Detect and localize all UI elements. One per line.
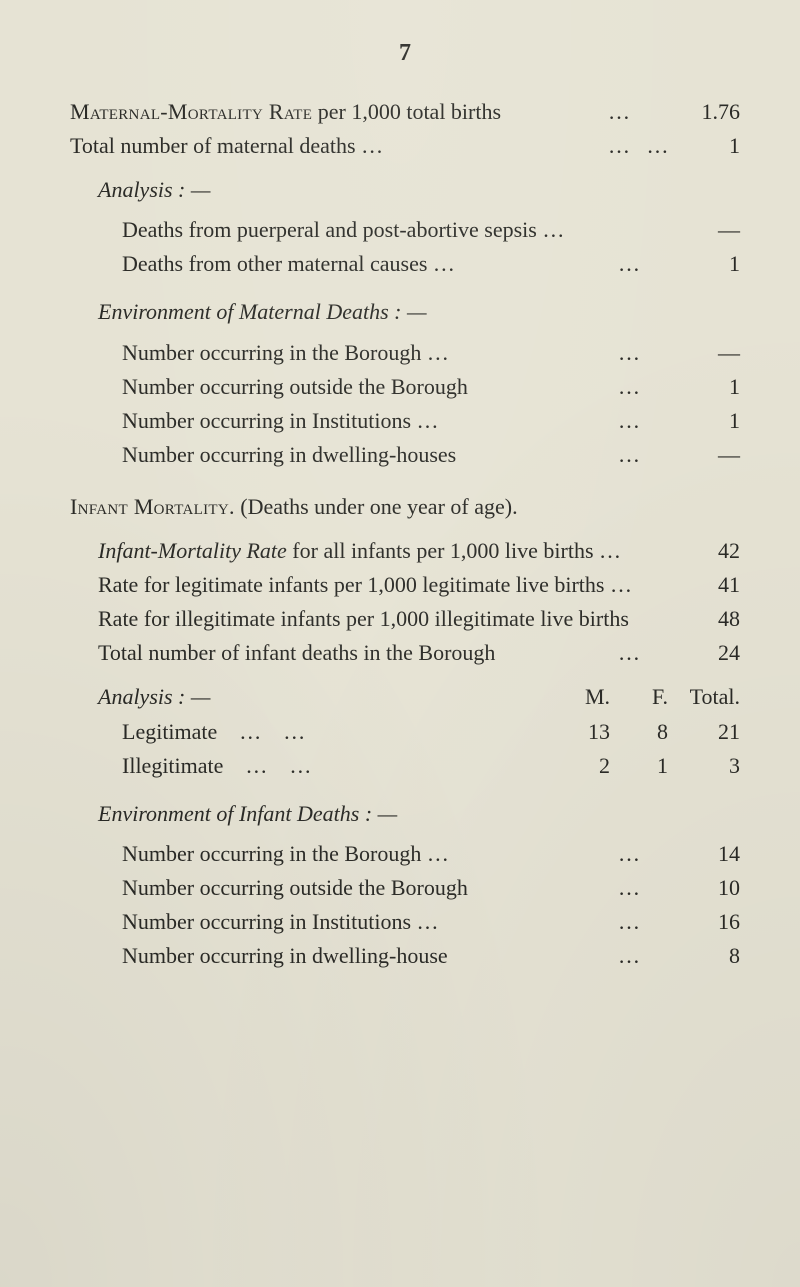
maternal-env-row: Number occurring outside the Borough … 1	[70, 370, 740, 404]
infant-rate-row: Total number of infant deaths in the Bor…	[70, 636, 740, 670]
leader-dots: …	[618, 905, 670, 939]
value-text: 41	[670, 568, 740, 602]
maternal-total-row: Total number of maternal deaths … … … 1	[70, 129, 740, 163]
maternal-env-heading: Environment of Maternal Deaths : —	[70, 295, 740, 329]
leader-dots: …	[618, 336, 670, 370]
analysis-heading-text: Analysis : —	[98, 173, 210, 207]
maternal-env-row: Number occurring in the Borough … … —	[70, 336, 740, 370]
infant-rate-row: Infant-Mortality Rate for all infants pe…	[70, 534, 740, 568]
infant-env-row: Number occurring outside the Borough … 1…	[70, 871, 740, 905]
infant-rate-row: Rate for legitimate infants per 1,000 le…	[70, 568, 740, 602]
cell-total: 21	[668, 715, 740, 749]
label-text: Deaths from other maternal causes …	[122, 247, 618, 281]
value-text: 48	[670, 602, 740, 636]
value-text: —	[670, 438, 740, 472]
label-text: Infant-Mortality Rate for all infants pe…	[98, 534, 670, 568]
value-text: 1	[670, 247, 740, 281]
value-text: 42	[670, 534, 740, 568]
row-label: Legitimate … …	[122, 715, 546, 749]
label-text: Rate for legitimate infants per 1,000 le…	[98, 568, 670, 602]
maternal-env-row: Number occurring in dwelling-houses … —	[70, 438, 740, 472]
maternal-rate-label: Maternal-Mortality Rate per 1,000 total …	[70, 95, 608, 129]
document-page: 7 Maternal-Mortality Rate per 1,000 tota…	[0, 0, 800, 1287]
env-heading-text: Environment of Maternal Deaths : —	[98, 295, 427, 329]
infant-env-row: Number occurring in the Borough … … 14	[70, 837, 740, 871]
label-text: Total number of infant deaths in the Bor…	[98, 636, 618, 670]
cell-f: 1	[610, 749, 668, 783]
infant-env-row: Number occurring in Institutions … … 16	[70, 905, 740, 939]
maternal-rate-value: 1.76	[660, 95, 740, 129]
label-text: Number occurring in dwelling-houses	[122, 438, 618, 472]
label-text: Number occurring in dwelling-house	[122, 939, 618, 973]
leader-dots: …	[608, 95, 660, 129]
value-text: 10	[670, 871, 740, 905]
label-rest: for all infants per 1,000 live births …	[287, 538, 621, 563]
value-text: —	[670, 336, 740, 370]
label-text: Number occurring outside the Borough	[122, 370, 618, 404]
label-text: Number occurring in the Borough …	[122, 837, 618, 871]
cell-m: 2	[546, 749, 610, 783]
maternal-rate-smallcaps: Maternal-Mortality Rate	[70, 99, 312, 124]
leader-dots: …	[618, 939, 670, 973]
maternal-total-value: 1	[660, 129, 740, 163]
leader-dots: …	[618, 837, 670, 871]
infant-rate-row: Rate for illegitimate infants per 1,000 …	[70, 602, 740, 636]
leader-dots: …	[618, 404, 670, 438]
cell-total: 3	[668, 749, 740, 783]
page-number: 7	[70, 40, 740, 67]
maternal-analysis-row: Deaths from other maternal causes … … 1	[70, 247, 740, 281]
value-text: —	[670, 213, 740, 247]
label-text: Rate for illegitimate infants per 1,000 …	[98, 602, 670, 636]
maternal-analysis-heading: Analysis : —	[70, 173, 740, 207]
maternal-analysis-row: Deaths from puerperal and post-abortive …	[70, 213, 740, 247]
leader-dots: …	[618, 370, 670, 404]
infant-heading-rest: (Deaths under one year of age).	[235, 494, 518, 519]
infant-heading-row: Infant Mortality. (Deaths under one year…	[70, 490, 740, 524]
maternal-rate-rest: per 1,000 total births	[312, 99, 501, 124]
value-text: 1	[670, 404, 740, 438]
row-label: Illegitimate … …	[122, 749, 546, 783]
infant-heading: Infant Mortality. (Deaths under one year…	[70, 490, 740, 524]
infant-analysis-head-row: Analysis : — M. F. Total.	[70, 680, 740, 714]
leader-dots: … …	[608, 129, 660, 163]
col-f: F.	[610, 680, 668, 714]
infant-env-heading: Environment of Infant Deaths : —	[70, 797, 740, 831]
leader-dots: …	[618, 438, 670, 472]
label-text: Number occurring in the Borough …	[122, 336, 618, 370]
value-text: 8	[670, 939, 740, 973]
value-text: 16	[670, 905, 740, 939]
maternal-rate-row: Maternal-Mortality Rate per 1,000 total …	[70, 95, 740, 129]
cell-m: 13	[546, 715, 610, 749]
maternal-env-row: Number occurring in Institutions … … 1	[70, 404, 740, 438]
infant-env-row: Number occurring in dwelling-house … 8	[70, 939, 740, 973]
label-text: Number occurring outside the Borough	[122, 871, 618, 905]
leader-dots: …	[618, 871, 670, 905]
col-total: Total.	[668, 680, 740, 714]
value-text: 1	[670, 370, 740, 404]
label-text: Deaths from puerperal and post-abortive …	[122, 213, 670, 247]
italic-lead: Infant-Mortality Rate	[98, 538, 287, 563]
infant-analysis-row: Illegitimate … … 2 1 3	[70, 749, 740, 783]
env-heading-text: Environment of Infant Deaths : —	[98, 797, 397, 831]
infant-heading-smallcaps: Infant Mortality.	[70, 494, 235, 519]
col-m: M.	[546, 680, 610, 714]
leader-dots: …	[618, 247, 670, 281]
value-text: 24	[670, 636, 740, 670]
maternal-total-label: Total number of maternal deaths …	[70, 129, 608, 163]
infant-analysis-row: Legitimate … … 13 8 21	[70, 715, 740, 749]
label-text: Number occurring in Institutions …	[122, 905, 618, 939]
analysis-heading-text: Analysis : —	[98, 680, 546, 714]
value-text: 14	[670, 837, 740, 871]
label-text: Number occurring in Institutions …	[122, 404, 618, 438]
leader-dots: …	[618, 636, 670, 670]
cell-f: 8	[610, 715, 668, 749]
